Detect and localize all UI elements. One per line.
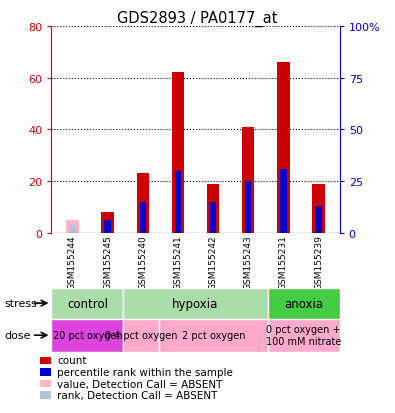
Bar: [69, 225, 75, 233]
Text: anoxia: anoxia: [284, 297, 323, 310]
Bar: [207, 184, 219, 233]
Text: 0 pct oxygen +
100 mM nitrate: 0 pct oxygen + 100 mM nitrate: [266, 325, 341, 346]
Bar: [123, 319, 160, 352]
Text: 20 pct oxygen: 20 pct oxygen: [53, 330, 122, 340]
Text: rank, Detection Call = ABSENT: rank, Detection Call = ABSENT: [57, 390, 218, 400]
Bar: [268, 319, 340, 352]
Text: 0.4 pct oxygen: 0.4 pct oxygen: [105, 330, 178, 340]
Bar: [268, 288, 340, 319]
Bar: [102, 213, 114, 233]
Bar: [123, 288, 267, 319]
Bar: [316, 206, 322, 233]
Bar: [312, 184, 325, 233]
Bar: [139, 202, 146, 233]
Bar: [104, 221, 111, 233]
Bar: [280, 169, 287, 233]
Text: dose: dose: [4, 330, 30, 340]
Text: 2 pct oxygen: 2 pct oxygen: [182, 330, 245, 340]
Bar: [137, 174, 149, 233]
Bar: [245, 182, 252, 233]
Text: value, Detection Call = ABSENT: value, Detection Call = ABSENT: [57, 379, 223, 389]
Text: GDS2893 / PA0177_at: GDS2893 / PA0177_at: [117, 10, 278, 26]
Text: count: count: [57, 356, 87, 366]
Bar: [277, 63, 290, 233]
Bar: [66, 221, 79, 233]
Bar: [51, 288, 123, 319]
Bar: [175, 171, 181, 233]
Text: hypoxia: hypoxia: [172, 297, 219, 310]
Text: stress: stress: [4, 298, 37, 309]
Bar: [242, 128, 254, 233]
Bar: [210, 202, 216, 233]
Text: control: control: [67, 297, 108, 310]
Bar: [160, 319, 267, 352]
Text: percentile rank within the sample: percentile rank within the sample: [57, 367, 233, 377]
Bar: [51, 319, 123, 352]
Bar: [172, 73, 184, 233]
